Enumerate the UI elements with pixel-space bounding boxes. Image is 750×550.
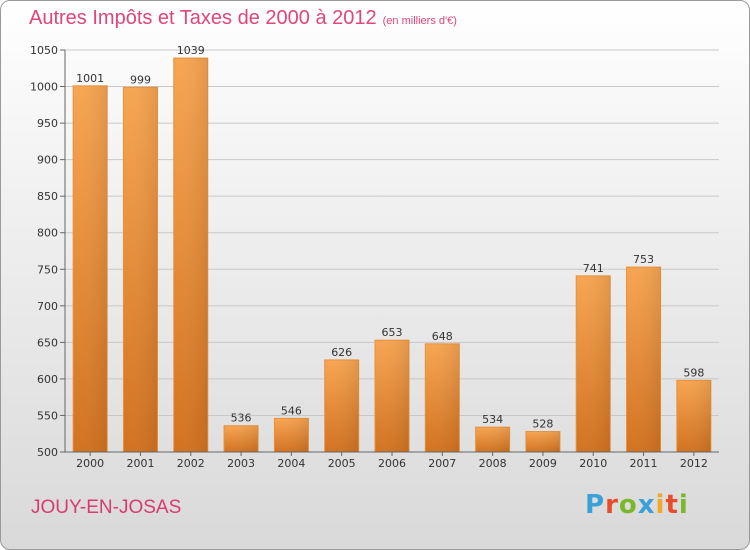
- y-tick-label: 800: [37, 227, 58, 240]
- bar-shade-2009: [525, 431, 560, 452]
- x-tick-label: 2007: [428, 457, 456, 470]
- bar-value-label: 1001: [76, 72, 104, 85]
- chart-title-text: Autres Impôts et Taxes de 2000 à 2012: [29, 7, 377, 29]
- x-tick-label: 2002: [177, 457, 205, 470]
- x-tick-label: 2003: [227, 457, 255, 470]
- bar-shade-2012: [676, 380, 711, 452]
- y-tick-label: 600: [37, 373, 58, 386]
- x-tick-label: 2010: [579, 457, 607, 470]
- bar-value-label: 534: [482, 413, 503, 426]
- chart-subtitle: (en milliers d'€): [382, 15, 457, 27]
- x-tick-label: 2011: [630, 457, 658, 470]
- y-tick-label: 750: [37, 263, 58, 276]
- x-tick-label: 2005: [328, 457, 356, 470]
- bar-value-label: 753: [633, 253, 654, 266]
- bar-shade-2004: [274, 418, 309, 452]
- y-tick-label: 900: [37, 154, 58, 167]
- bar-value-label: 546: [281, 404, 302, 417]
- bar-value-label: 999: [130, 73, 151, 86]
- chart-title: Autres Impôts et Taxes de 2000 à 2012 (en…: [29, 7, 457, 30]
- y-tick-label: 700: [37, 300, 58, 313]
- proxiti-logo[interactable]: Proxiti: [585, 490, 689, 520]
- bar-shade-2002: [173, 58, 208, 452]
- y-tick-label: 650: [37, 336, 58, 349]
- axis-layer: 500 550 600 650 700 750 800 850 900 950 1000 1050 20…: [30, 44, 719, 470]
- y-tick-label: 850: [37, 190, 58, 203]
- bar-shade-2008: [475, 427, 510, 452]
- commune-name: JOUY-EN-JOSAS: [31, 497, 182, 518]
- bar-value-label: 528: [532, 418, 553, 431]
- bar-value-label: 626: [331, 346, 352, 359]
- y-tick-label: 1050: [30, 44, 58, 57]
- bar-value-label: 598: [683, 366, 704, 379]
- y-tick-label: 950: [37, 117, 58, 130]
- bar-shade-2011: [626, 267, 661, 452]
- bar-value-label: 536: [231, 412, 252, 425]
- bar-shade-2010: [576, 275, 611, 452]
- bar-shade-2006: [375, 340, 409, 452]
- bar-shade-2007: [425, 343, 460, 452]
- x-tick-label: 2001: [126, 457, 154, 470]
- bar-value-label: 741: [583, 262, 604, 275]
- bar-shade-2003: [224, 425, 259, 452]
- x-tick-label: 2009: [529, 457, 557, 470]
- y-tick-label: 500: [37, 446, 58, 459]
- bar-value-label: 648: [432, 330, 453, 343]
- x-tick-label: 2008: [479, 457, 507, 470]
- bars-layer: 1001 999 1039 536 546 626 653 648 534 528 741 753 59…: [72, 44, 712, 453]
- x-tick-label: 2000: [76, 457, 104, 470]
- y-tick-label: 1000: [30, 81, 58, 94]
- bar-shade-2000: [73, 85, 108, 452]
- bar-value-label: 653: [382, 326, 403, 339]
- bar-shade-2001: [123, 87, 158, 452]
- x-tick-label: 2004: [277, 457, 305, 470]
- bar-value-label: 1039: [177, 44, 205, 57]
- y-tick-label: 550: [37, 409, 58, 422]
- x-tick-label: 2012: [680, 457, 708, 470]
- bar-shade-2005: [324, 359, 359, 452]
- x-tick-label: 2006: [378, 457, 406, 470]
